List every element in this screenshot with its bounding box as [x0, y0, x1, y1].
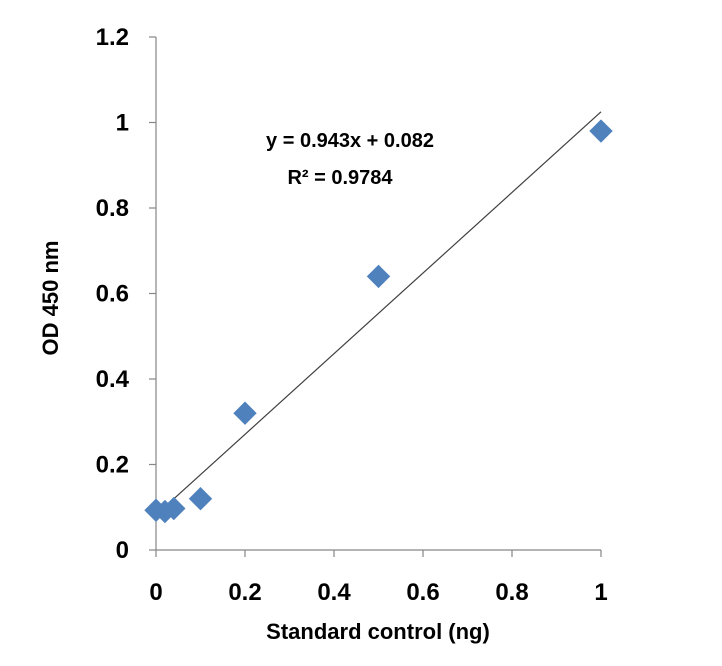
trendline-layer: [155, 111, 602, 516]
y-axis-title: OD 450 nm: [38, 241, 63, 356]
y-tick-label: 0.8: [96, 195, 129, 222]
data-points: [144, 119, 613, 524]
data-point: [188, 486, 213, 511]
x-tick-label: 0.6: [406, 579, 439, 606]
y-tick-label: 0.4: [96, 366, 130, 393]
chart-labels: y = 0.943x + 0.082 R² = 0.9784 Standard …: [38, 130, 490, 644]
data-point: [162, 496, 186, 521]
axes: 0 0.2 0.4 0.6 0.8 1 1.2 0 0.2 0.4 0.6 0.8 1: [96, 24, 608, 606]
trendline-r-squared: R² = 0.9784: [287, 167, 393, 189]
y-tick-label: 0.6: [96, 281, 129, 308]
y-tick-label: 1.2: [96, 24, 129, 51]
data-point: [233, 401, 257, 425]
data-point: [589, 119, 613, 143]
x-tick-label: 0.4: [317, 579, 351, 606]
x-axis-title: Standard control (ng): [266, 619, 490, 644]
trendline: [155, 111, 602, 516]
y-tick-label: 0: [116, 537, 129, 564]
x-tick-label: 1: [594, 579, 607, 606]
trendline-equation: y = 0.943x + 0.082: [266, 130, 434, 152]
y-tick-label: 1: [116, 110, 129, 137]
x-tick-label: 0.2: [228, 579, 261, 606]
data-point: [366, 264, 391, 289]
x-tick-label: 0.8: [495, 579, 528, 606]
y-tick-label: 0.2: [96, 452, 129, 479]
x-tick-label: 0: [149, 579, 162, 606]
